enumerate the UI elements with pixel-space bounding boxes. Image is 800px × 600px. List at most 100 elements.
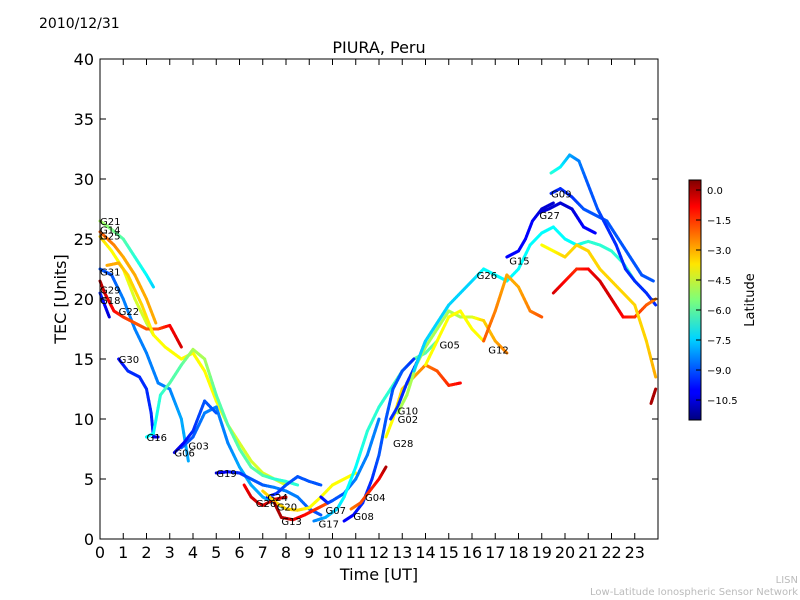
trace-segment — [652, 369, 658, 379]
y-tick-label: 30 — [74, 170, 94, 189]
satellite-label-g30: G30 — [119, 355, 139, 366]
series-trace-g14 — [98, 230, 158, 325]
satellite-label-g08: G08 — [353, 512, 373, 523]
x-tick-label: 14 — [415, 543, 435, 562]
trace-segment — [152, 317, 158, 325]
series-trace-g27 — [537, 201, 597, 235]
y-tick-label: 15 — [74, 350, 94, 369]
y-tick-label: 5 — [84, 470, 94, 489]
satellite-label-g21: G21 — [100, 217, 120, 228]
satellite-label-g15: G15 — [509, 257, 529, 268]
x-tick-label: 6 — [234, 543, 244, 562]
trace-segment — [317, 482, 323, 487]
colorbar-tick-label: −4.5 — [707, 276, 731, 287]
satellite-label-g13: G13 — [281, 517, 301, 528]
series-trace-g31 — [98, 267, 190, 463]
series-trace — [649, 387, 658, 405]
series-trace — [540, 243, 658, 379]
series-trace-g20 — [261, 471, 358, 512]
trace-segment — [294, 482, 300, 487]
series-trace-g26 — [242, 483, 288, 507]
y-axis-ticks: 0 5 10 15 20 25 30 35 40 — [74, 50, 658, 549]
satellite-label-g25: G25 — [100, 231, 120, 242]
colorbar-tick-label: −10.5 — [707, 396, 738, 407]
x-tick-label: 1 — [118, 543, 128, 562]
satellite-label-g10: G10 — [398, 407, 418, 418]
trace-segment — [185, 452, 190, 463]
x-tick-label: 11 — [346, 543, 366, 562]
satellite-label-g05: G05 — [439, 341, 459, 352]
trace-segment — [503, 349, 509, 355]
y-axis-label: TEC [Units] — [51, 254, 70, 345]
x-tick-label: 17 — [485, 543, 505, 562]
series-trace — [549, 153, 658, 307]
series-trace-g15 — [505, 201, 555, 259]
satellite-label-g28: G28 — [393, 439, 413, 450]
x-tick-label: 23 — [625, 543, 645, 562]
series-trace-g13 — [272, 501, 330, 522]
footer-credit-short: LISN — [775, 575, 798, 586]
series-trace-g04 — [349, 465, 388, 511]
footer-credit-long: Low-Latitude Ionospheric Sensor Network — [590, 587, 798, 598]
satellite-label-g29: G29 — [100, 285, 120, 296]
trace-segment — [383, 465, 388, 471]
satellite-label-g09: G09 — [551, 189, 571, 200]
y-tick-label: 35 — [74, 110, 94, 129]
colorbar-label: Latitude — [743, 273, 758, 327]
satellite-label-g22: G22 — [119, 307, 139, 318]
y-tick-label: 40 — [74, 50, 94, 69]
trace-segment — [177, 341, 183, 349]
x-tick-label: 15 — [439, 543, 459, 562]
y-tick-label: 25 — [74, 230, 94, 249]
x-tick-label: 19 — [532, 543, 552, 562]
series-trace-g12 — [482, 273, 544, 343]
satellite-label-g18: G18 — [100, 296, 120, 307]
x-tick-label: 18 — [508, 543, 528, 562]
series-trace-g05 — [424, 309, 486, 367]
date-label: 2010/12/31 — [39, 16, 120, 32]
series-trace — [551, 267, 658, 319]
satellite-label-g20: G20 — [277, 503, 297, 514]
y-tick-label: 0 — [84, 530, 94, 549]
trace-segment — [150, 283, 155, 289]
colorbar-ticks: 0.0 −1.5 −3.0 −4.5 −6.0 −7.5 −9.0 −10.5 — [696, 186, 738, 407]
trace-segment — [410, 357, 416, 363]
satellite-label-g12: G12 — [488, 345, 508, 356]
colorbar-tick-label: −6.0 — [707, 306, 731, 317]
series-trace-g24 — [265, 475, 323, 499]
colorbar-tick-label: −3.0 — [707, 246, 731, 257]
trace-segment — [649, 278, 655, 283]
x-axis-label: Time [UT] — [339, 565, 418, 584]
series-trace-g29 — [98, 279, 183, 349]
satellite-label-g24: G24 — [267, 493, 287, 504]
x-tick-label: 4 — [188, 543, 198, 562]
satellite-label-g04: G04 — [365, 493, 385, 504]
trace-segment — [653, 387, 658, 393]
series-trace-g06 — [172, 399, 218, 455]
satellite-label-g02: G02 — [398, 415, 418, 426]
y-tick-label: 20 — [74, 290, 94, 309]
trace-segment — [212, 409, 218, 415]
trace-segment — [317, 512, 323, 517]
plot-traces — [98, 153, 658, 523]
x-tick-label: 13 — [392, 543, 412, 562]
y-tick-label: 10 — [74, 410, 94, 429]
satellite-label-g19: G19 — [216, 469, 236, 480]
satellite-label-g26: G26 — [477, 271, 497, 282]
satellite-label-g16: G16 — [147, 433, 167, 444]
series-trace-g21 — [98, 219, 155, 289]
colorbar-tick-label: −9.0 — [707, 366, 731, 377]
satellite-label-g06: G06 — [174, 449, 194, 460]
x-tick-label: 7 — [258, 543, 268, 562]
x-tick-label: 20 — [555, 543, 575, 562]
x-tick-label: 21 — [578, 543, 598, 562]
colorbar-tick-label: −1.5 — [707, 216, 731, 227]
satellite-label-g14: G14 — [100, 225, 120, 236]
series-trace-g16 — [145, 347, 300, 487]
trace-segment — [375, 417, 381, 427]
x-tick-label: 12 — [369, 543, 389, 562]
x-axis-ticks: 0 1 2 3 4 5 6 7 8 9 10 11 12 13 14 15 16 17 18 19 20 21 22 23 — [95, 59, 645, 562]
series-trace-g08 — [342, 357, 416, 523]
series-trace-g09 — [549, 187, 655, 283]
